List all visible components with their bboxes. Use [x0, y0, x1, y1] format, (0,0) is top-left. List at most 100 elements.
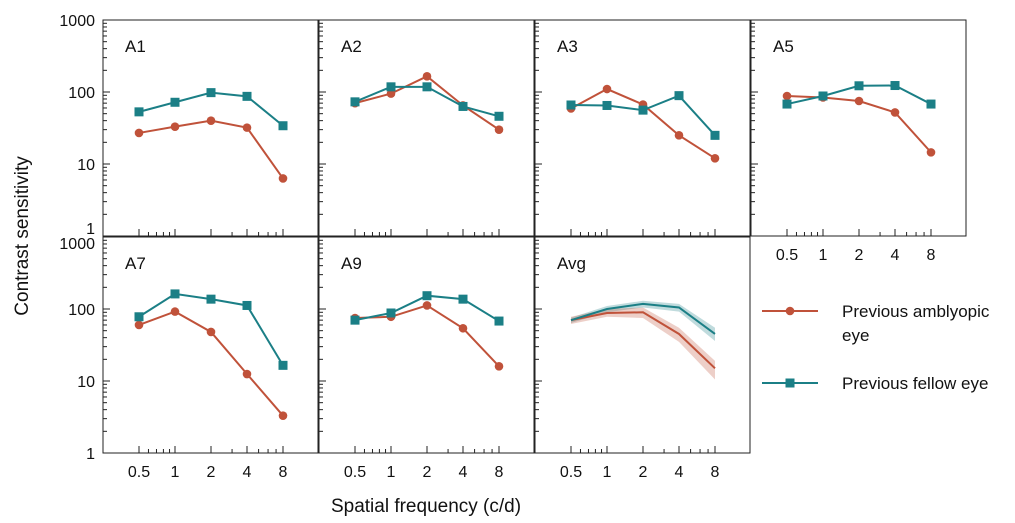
amblyopic-point [674, 131, 684, 140]
fellow-line [570, 302, 716, 335]
x-tick-label: 4 [891, 247, 900, 264]
fellow-point [818, 91, 828, 101]
y-tick-label: 1000 [59, 236, 95, 253]
x-tick-label: 2 [423, 464, 432, 481]
legend-label: Previous amblyopic [842, 302, 990, 321]
amblyopic-point [386, 89, 396, 98]
amblyopic-line [570, 311, 716, 370]
fellow-point [170, 97, 180, 107]
panel-title: A7 [125, 254, 146, 273]
fellow-point [422, 291, 432, 301]
fellow-point [386, 82, 396, 92]
amblyopic-line [354, 304, 500, 367]
x-tick-label: 8 [711, 464, 720, 481]
y-tick-label: 100 [68, 302, 95, 319]
legend-label-line2: eye [842, 326, 869, 345]
amblyopic-point [494, 362, 504, 371]
amblyopic-point [134, 128, 144, 138]
fellow-point [602, 100, 612, 110]
amblyopic-point [458, 323, 468, 333]
panel-a5: A5 [750, 19, 967, 237]
panel-a2: A2 [318, 19, 535, 237]
amblyopic-point [494, 125, 504, 134]
legend-item: Previous fellow eye [762, 374, 988, 393]
amblyopic-point [242, 369, 252, 379]
legend-label: Previous fellow eye [842, 374, 988, 393]
amblyopic-point [890, 108, 900, 117]
fellow-point [206, 294, 216, 304]
fellow-point [386, 308, 396, 318]
fellow-point [566, 100, 576, 110]
x-tick-label: 1 [171, 464, 180, 481]
x-tick-label: 2 [855, 247, 864, 264]
x-tick-label: 2 [639, 464, 648, 481]
x-tick-label: 4 [675, 464, 684, 481]
amblyopic-point [242, 123, 252, 132]
x-tick-label: 4 [459, 464, 468, 481]
amblyopic-point [206, 116, 216, 125]
panel-avg: Avg [534, 236, 751, 454]
x-tick-label: 1 [819, 247, 828, 264]
x-tick-label: 8 [495, 464, 504, 481]
amblyopic-point [278, 174, 288, 183]
amblyopic-point [854, 96, 864, 106]
y-tick-label: 10 [77, 157, 95, 174]
amblyopic-line [138, 310, 284, 417]
amblyopic-point [782, 91, 792, 101]
x-tick-label: 4 [243, 464, 252, 481]
fellow-point [494, 316, 504, 326]
fellow-point [674, 91, 684, 101]
panel-a7: A7 [102, 236, 319, 454]
fellow-point [638, 105, 648, 115]
y-tick-label: 1 [86, 221, 95, 238]
amblyopic-point [134, 320, 144, 330]
panel-title: A3 [557, 37, 578, 56]
fellow-point [350, 315, 360, 325]
amblyopic-line [570, 87, 716, 160]
fellow-point [242, 300, 252, 310]
fellow-point [458, 101, 468, 111]
x-tick-label: 8 [927, 247, 936, 264]
amblyopic-point [422, 301, 432, 310]
fellow-point [134, 312, 144, 322]
amblyopic-point [170, 307, 180, 316]
legend-item: Previous amblyopic eye [762, 302, 990, 345]
amblyopic-point [602, 84, 612, 94]
fellow-band [571, 300, 715, 341]
y-tick-label: 10 [77, 374, 95, 391]
legend-marker [785, 378, 795, 388]
panel-title: A1 [125, 37, 146, 56]
x-tick-label: 1 [603, 464, 612, 481]
panel-a9: A9 [318, 236, 535, 454]
fellow-point [854, 81, 864, 91]
x-tick-label: 0.5 [128, 464, 150, 481]
panel-title: Avg [557, 254, 586, 273]
x-tick-label: 1 [387, 464, 396, 481]
amblyopic-point [278, 411, 288, 420]
panel-title: A9 [341, 254, 362, 273]
panel-a3: A3 [534, 19, 751, 237]
amblyopic-point [170, 122, 180, 131]
legend-marker [785, 306, 795, 316]
fellow-point [278, 360, 288, 370]
y-tick-label: 100 [68, 85, 95, 102]
x-tick-label: 8 [279, 464, 288, 481]
panel-title: A2 [341, 37, 362, 56]
fellow-point [890, 81, 900, 91]
fellow-point [242, 91, 252, 101]
fellow-point [494, 111, 504, 121]
fellow-point [458, 294, 468, 304]
fellow-point [134, 107, 144, 117]
x-tick-label: 0.5 [776, 247, 798, 264]
x-tick-label: 2 [207, 464, 216, 481]
y-tick-label: 1 [86, 446, 95, 463]
fellow-point [926, 99, 936, 109]
y-axis-label: Contrast sensitivity [12, 156, 33, 316]
x-axis-label: Spatial frequency (c/d) [331, 496, 521, 517]
amblyopic-point [422, 72, 432, 81]
fellow-point [782, 99, 792, 109]
x-tick-label: 0.5 [344, 464, 366, 481]
amblyopic-point [926, 148, 936, 157]
fellow-point [278, 121, 288, 131]
